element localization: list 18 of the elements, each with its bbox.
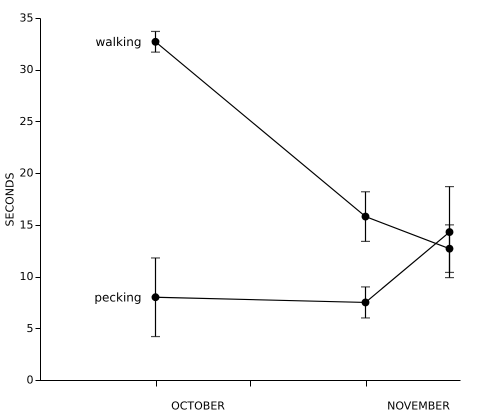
point (152, 38, 160, 46)
y-tick-label: 30 (20, 63, 34, 76)
point (152, 293, 160, 302)
y-tick-label: 20 (20, 166, 34, 180)
y-tick-label: 0 (26, 374, 34, 386)
y-tick-label: 25 (20, 114, 34, 128)
point (362, 298, 370, 306)
y-tick-label: 10 (20, 270, 34, 284)
x-tick-label: NOVEMBER (387, 400, 450, 411)
y-tick-label: 15 (20, 218, 34, 232)
x-tick-label: OCTOBER (171, 400, 226, 411)
point (446, 228, 454, 236)
series-label: pecking (94, 290, 142, 304)
y-tick-label: 5 (26, 322, 34, 335)
y-axis-title: SECONDS (4, 172, 17, 226)
series-label: walking (95, 34, 142, 49)
point (362, 212, 370, 221)
y-tick-label: 35 (20, 12, 34, 24)
